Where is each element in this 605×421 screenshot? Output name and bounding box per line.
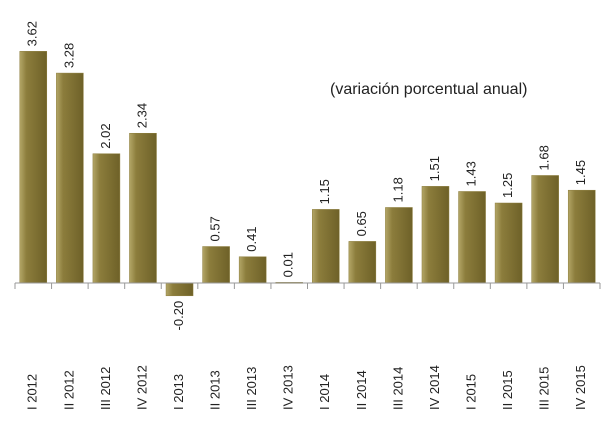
- value-label: -0.20: [171, 301, 186, 331]
- annotation: (variación porcentual anual): [330, 81, 527, 98]
- value-label: 2.34: [134, 103, 149, 128]
- x-tick-label: II 2013: [208, 370, 223, 410]
- x-tick-label: I 2015: [463, 374, 478, 410]
- x-tick-label: III 2015: [537, 367, 552, 410]
- x-tick-label: I 2013: [171, 374, 186, 410]
- value-label: 2.02: [98, 123, 113, 148]
- value-label: 3.28: [61, 43, 76, 68]
- x-tick-label: II 2014: [354, 370, 369, 410]
- bar: [92, 153, 121, 284]
- bar: [19, 51, 48, 284]
- bar: [421, 186, 450, 284]
- x-tick-label: IV 2012: [134, 365, 149, 410]
- bar: [202, 246, 230, 284]
- bar: [312, 209, 340, 284]
- value-label: 1.45: [573, 160, 588, 185]
- bar: [129, 132, 157, 284]
- bar: [56, 72, 84, 284]
- bar: [238, 256, 267, 284]
- value-label: 1.68: [537, 145, 552, 170]
- value-label: 1.25: [500, 173, 515, 198]
- value-label: 1.15: [317, 179, 332, 204]
- value-label: 1.51: [427, 156, 442, 181]
- x-tick-label: IV 2014: [427, 365, 442, 410]
- bar: [531, 175, 559, 284]
- bar: [385, 207, 413, 284]
- value-label: 0.65: [354, 211, 369, 236]
- value-label: 3.62: [25, 21, 40, 46]
- x-tick-label: IV 2015: [573, 365, 588, 410]
- bar: [458, 191, 486, 284]
- x-tick-label: I 2012: [25, 374, 40, 410]
- value-label: 0.41: [244, 226, 259, 251]
- x-tick-label: I 2014: [317, 374, 332, 410]
- bar: [165, 282, 194, 297]
- x-tick-label: III 2014: [390, 367, 405, 410]
- bar: [494, 202, 523, 284]
- bar: [348, 241, 377, 284]
- x-tick-label: III 2012: [98, 367, 113, 410]
- value-label: 0.57: [208, 216, 223, 241]
- x-tick-label: II 2015: [500, 370, 515, 410]
- value-label: 1.18: [390, 177, 405, 202]
- value-label: 1.43: [463, 161, 478, 186]
- value-label: 0.01: [281, 252, 296, 277]
- bar: [567, 189, 596, 284]
- x-tick-label: IV 2013: [281, 365, 296, 410]
- x-tick-label: III 2013: [244, 367, 259, 410]
- x-tick-label: II 2012: [61, 370, 76, 410]
